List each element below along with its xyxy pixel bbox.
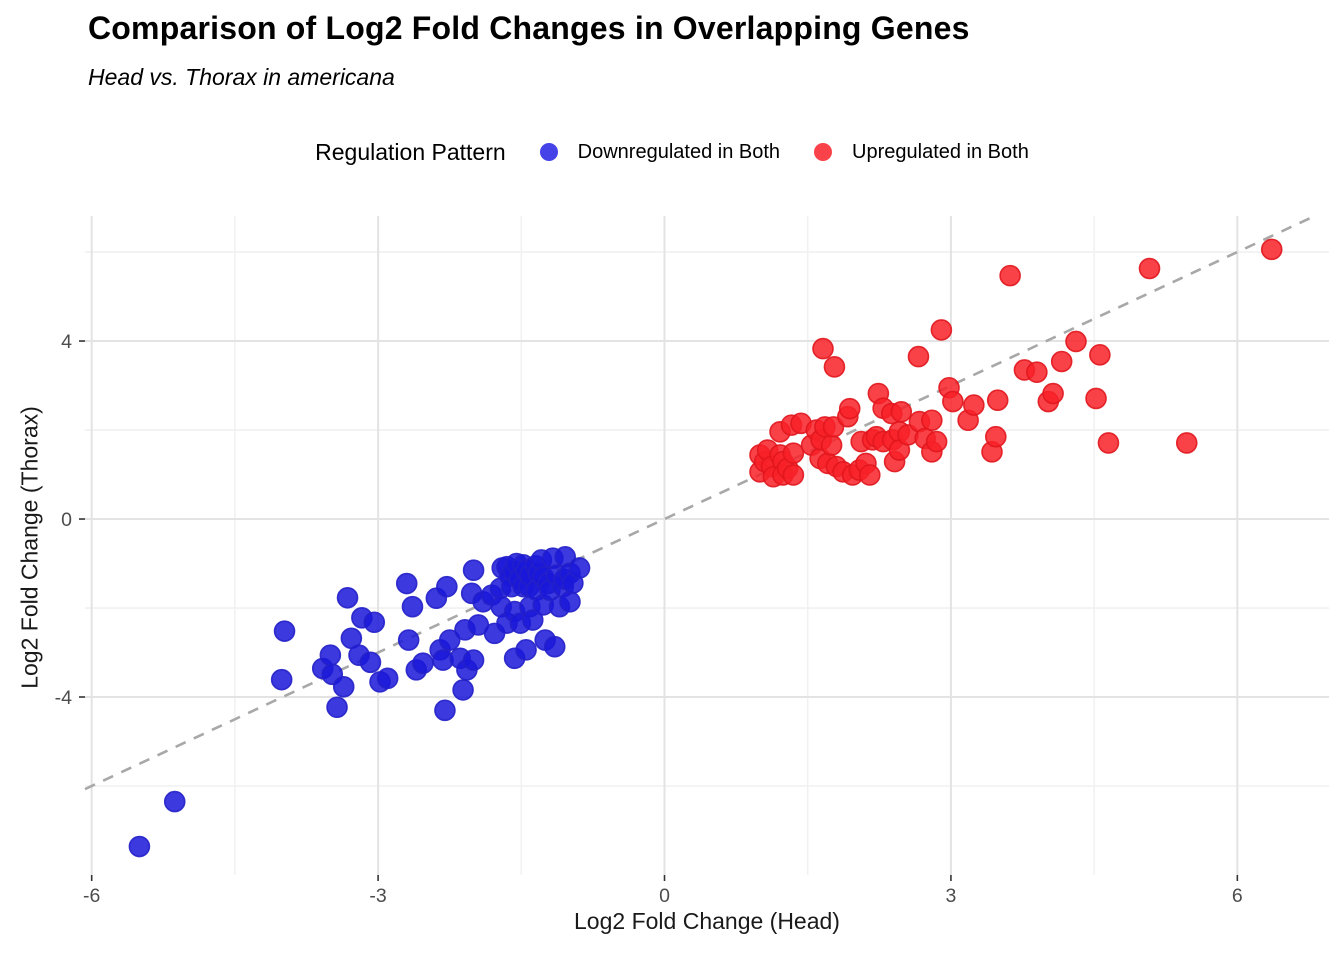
x-tick-label: -6 [83,885,100,907]
scatter-point-downregulated [359,651,382,674]
upregulated-dot-icon [814,143,833,161]
chart-subtitle: Head vs. Thorax in americana [88,64,395,90]
downregulated-dot-icon [539,143,558,161]
scatter-point-upregulated [999,264,1021,287]
scatter-point-downregulated [270,668,293,691]
scatter-point-upregulated [1042,382,1064,405]
y-tick-label: -4 [55,687,72,709]
scatter-point-downregulated [395,572,418,595]
scatter-point-upregulated [838,397,861,420]
scatter-point-upregulated [1065,330,1087,353]
scatter-point-upregulated [986,389,1009,412]
scatter-point-upregulated [1138,257,1161,280]
scatter-point-upregulated [985,425,1007,448]
scatter-point-upregulated [820,434,843,456]
scatter-point-upregulated [930,319,953,341]
x-tick-label: 6 [1232,885,1243,907]
scatter-point-downregulated [363,611,386,634]
scatter-point-downregulated [336,586,359,609]
scatter-point-upregulated [942,390,964,413]
scatter-point-upregulated [823,356,846,378]
scatter-point-downregulated [462,649,485,671]
scatter-point-upregulated [921,409,943,432]
legend-label-upregulated: Upregulated in Both [852,140,1029,163]
scatter-point-downregulated [326,696,348,719]
scatter-point-upregulated [812,337,834,360]
x-tick-label: -3 [369,885,386,907]
scatter-point-downregulated [273,620,296,642]
scatter-point-downregulated [543,635,566,658]
scatter-point-downregulated [163,790,186,813]
scatter-point-downregulated [332,675,355,698]
scatter-point-upregulated [1097,432,1120,454]
scatter-point-downregulated [376,667,399,690]
x-tick-label: 0 [659,885,670,907]
scatter-point-downregulated [412,652,434,674]
scatter-point-downregulated [401,595,424,618]
scatter-point-downregulated [434,699,456,722]
scatter-point-downregulated [397,629,420,651]
scatter-point-upregulated [1260,238,1283,261]
scatter-point-downregulated [128,835,151,858]
x-tick-label: 3 [946,885,957,907]
scatter-point-downregulated [521,609,544,631]
scatter-point-downregulated [452,679,474,701]
scatter-point-downregulated [319,644,342,666]
scatter-point-downregulated [438,629,461,651]
x-axis-title: Log2 Fold Change (Head) [574,908,840,934]
legend-label-downregulated: Downregulated in Both [577,140,781,163]
legend-item-downregulated: Downregulated in Both [539,140,781,164]
scatter-point-downregulated [436,575,458,598]
scatter-point-upregulated [858,464,881,486]
scatter-point-upregulated [782,464,805,486]
scatter-point-downregulated [515,639,537,661]
y-axis-title: Log2 Fold Change (Thorax) [16,406,43,689]
legend-item-upregulated: Upregulated in Both [814,141,1029,164]
scatter-point-upregulated [925,430,948,453]
scatter-point-upregulated [963,394,985,416]
chart-title: Comparison of Log2 Fold Changes in Overl… [88,10,970,46]
scatter-point-upregulated [1175,432,1198,454]
y-tick-label: 0 [61,509,72,531]
y-tick-label: 4 [61,331,72,353]
scatter-point-downregulated [568,557,591,579]
scatter-point-upregulated [1026,361,1048,383]
scatter-point-upregulated [1050,350,1073,373]
scatter-point-upregulated [782,442,805,464]
scatter-point-upregulated [1085,387,1107,410]
scatter-point-upregulated [890,400,913,423]
scatter-point-downregulated [462,559,485,581]
scatter-point-upregulated [1089,344,1111,366]
legend-title: Regulation Pattern [315,138,506,165]
scatter-point-upregulated [907,345,930,368]
identity-line [84,214,1316,791]
legend: Regulation Pattern Downregulated in Both… [0,132,1344,172]
scatter-point-downregulated [559,590,581,613]
